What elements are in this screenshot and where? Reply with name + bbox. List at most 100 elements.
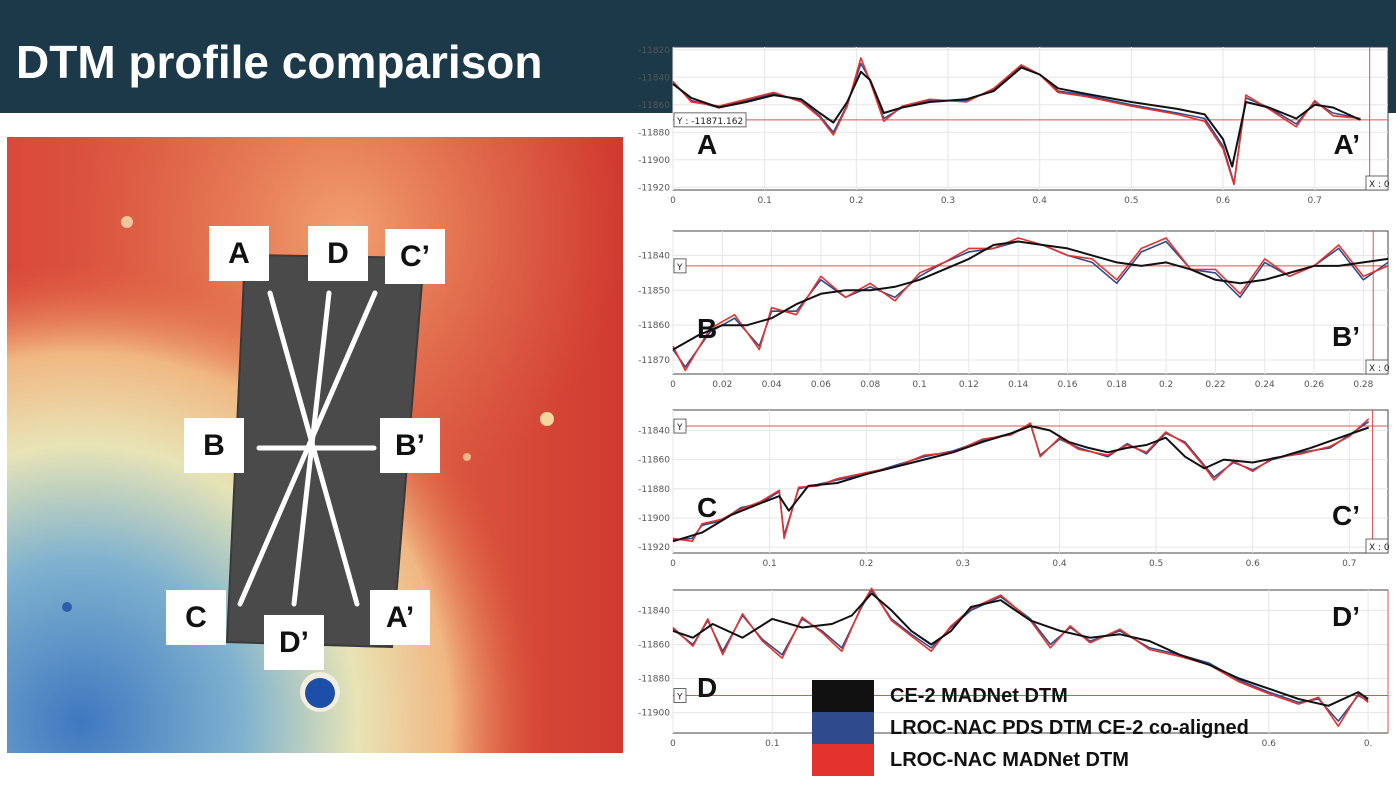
x-tick-label: 0.5 — [1124, 196, 1138, 206]
x-tick-label: 0.4 — [1033, 196, 1048, 206]
x-tick-label: 0.3 — [941, 196, 955, 206]
cursor-readout-x-box — [1365, 175, 1389, 191]
x-tick-label: 0.1 — [765, 739, 779, 749]
profile-plot-b-svg: 0 0.02 0.04 0.06 0.08 0.1 0.12 0.14 0.16 0.18 0.2 0… — [638, 230, 1390, 390]
y-tick-label: -11870 — [638, 356, 670, 366]
legend-label-lroc-pds: LROC-NAC PDS DTM CE-2 co-aligned — [890, 716, 1249, 739]
cursor-readout-x: X : 0 — [1369, 364, 1390, 374]
cursor-readout-y-box — [673, 112, 747, 128]
x-tick-label: 0.2 — [859, 559, 873, 569]
legend-item-lroc-pds: LROC-NAC PDS DTM CE-2 co-aligned — [812, 712, 1249, 744]
y-tick-label: -11900 — [638, 514, 670, 524]
cursor-readout-y: Y — [676, 423, 683, 433]
series-line-ce2 — [672, 425, 1370, 543]
y-tick-label: -11840 — [638, 426, 670, 436]
series-line-ce2 — [672, 66, 1361, 168]
legend-item-lroc-madnet: LROC-NAC MADNet DTM — [812, 744, 1129, 776]
crater — [305, 678, 335, 708]
profile-plot-a-svg: 0 0.1 0.2 0.3 0.4 0.5 0.6 0.7 -11820 -11840 -11860… — [638, 46, 1390, 206]
y-tick-label: -11860 — [638, 101, 670, 111]
x-tick-label: 0.6 — [1216, 196, 1231, 206]
y-tick-label: -11840 — [638, 73, 670, 83]
profile-plot-d-svg: 0 0.1 0.6 0. -11840 -11860 -11880 -11900 Y D D’ — [638, 587, 1389, 749]
legend-label-ce2: CE-2 MADNet DTM — [890, 684, 1068, 707]
profile-end-label: C’ — [1332, 500, 1360, 531]
x-tick-label: 0.2 — [1159, 380, 1173, 390]
x-tick-label: 0.06 — [811, 380, 831, 390]
cursor-readout-x: X : 0 — [1369, 543, 1390, 553]
page-title: DTM profile comparison — [16, 36, 543, 88]
y-tick-label: -11920 — [638, 543, 670, 553]
map-label-d-prime: D’ — [264, 615, 324, 670]
cursor-readout-y-box — [673, 258, 687, 274]
profile-plot-d: 0 0.1 0.6 0. -11840 -11860 -11880 -11900 Y D D’ — [633, 587, 1389, 755]
x-tick-label: 0 — [670, 739, 676, 749]
y-tick-label: -11880 — [638, 675, 670, 685]
x-tick-label: 0.1 — [758, 196, 772, 206]
x-tick-label: 0.04 — [762, 380, 782, 390]
legend-swatch-lroc-pds — [812, 712, 874, 744]
y-tick-label: -11840 — [638, 251, 670, 261]
cursor-readout-y-box — [673, 688, 687, 703]
x-tick-label: 0.4 — [1052, 559, 1067, 569]
y-tick-label: -11820 — [638, 46, 670, 56]
map-label-a: A — [209, 226, 269, 281]
legend-swatch-ce2 — [812, 680, 874, 712]
legend: CE-2 MADNet DTM LROC-NAC PDS DTM CE-2 co… — [812, 680, 1272, 776]
series-line-lroc-madnet — [672, 418, 1370, 543]
map-label-b-prime: B’ — [380, 418, 440, 473]
x-tick-label: 0.7 — [1342, 559, 1356, 569]
x-tick-label: 0.7 — [1308, 196, 1322, 206]
legend-label-lroc-madnet: LROC-NAC MADNet DTM — [890, 748, 1129, 771]
profile-start-label: C — [697, 492, 717, 523]
x-tick-label: 0.2 — [849, 196, 863, 206]
x-tick-label: 0.26 — [1304, 380, 1324, 390]
legend-swatch-lroc-madnet — [812, 744, 874, 776]
x-tick-label: 0.1 — [912, 380, 926, 390]
y-tick-label: -11880 — [638, 485, 670, 495]
plot-area — [672, 230, 1389, 375]
cursor-readout-y: Y : -11871.162 — [676, 117, 743, 127]
y-tick-label: -11840 — [638, 606, 670, 616]
cursor-readout-y: Y — [676, 263, 683, 273]
x-tick-label: 0.6 — [1262, 739, 1277, 749]
y-tick-label: -11860 — [638, 321, 670, 331]
y-tick-label: -11920 — [638, 183, 670, 193]
x-tick-label: 0.08 — [860, 380, 880, 390]
y-tick-label: -11900 — [638, 156, 670, 166]
cursor-readout-x-box — [1365, 538, 1389, 554]
x-tick-label: 0.22 — [1205, 380, 1225, 390]
x-tick-label: 0.1 — [762, 559, 776, 569]
profile-end-label: D’ — [1332, 601, 1360, 632]
map-label-b: B — [184, 418, 244, 473]
map-label-c-prime: C’ — [385, 229, 445, 284]
profile-end-label: B’ — [1332, 321, 1360, 352]
y-tick-label: -11880 — [638, 128, 670, 138]
x-tick-label: 0. — [1364, 739, 1373, 749]
x-tick-label: 0.28 — [1353, 380, 1373, 390]
cursor-readout-y: Y — [676, 693, 683, 703]
profile-end-label: A’ — [1334, 129, 1360, 160]
profile-start-label: A — [697, 129, 717, 160]
x-tick-label: 0.12 — [959, 380, 979, 390]
x-tick-label: 0.16 — [1057, 380, 1077, 390]
y-tick-label: -11860 — [638, 456, 670, 466]
series-line-ce2 — [672, 592, 1369, 707]
cursor-readout-y-box — [673, 418, 687, 434]
x-tick-label: 0.24 — [1255, 380, 1275, 390]
cursor-readout-x-box — [1365, 359, 1389, 375]
profile-start-label: D — [697, 672, 717, 703]
plot-area — [672, 409, 1389, 554]
legend-item-ce2: CE-2 MADNet DTM — [812, 680, 1068, 712]
lroc-nac-strip — [227, 255, 424, 647]
map-label-c: C — [166, 590, 226, 645]
x-tick-label: 0.3 — [956, 559, 970, 569]
x-tick-label: 0 — [670, 559, 676, 569]
series-line-ce2 — [672, 240, 1389, 351]
x-tick-label: 0 — [670, 196, 676, 206]
series-line-lroc-pds — [672, 589, 1369, 722]
profile-plot-b: 0 0.02 0.04 0.06 0.08 0.1 0.12 0.14 0.16 0.18 0.2 0… — [633, 228, 1390, 396]
profile-plot-a: 0 0.1 0.2 0.3 0.4 0.5 0.6 0.7 -11820 -11840 -11860… — [633, 44, 1390, 212]
profile-start-label: B — [697, 313, 717, 344]
x-tick-label: 0 — [670, 380, 676, 390]
